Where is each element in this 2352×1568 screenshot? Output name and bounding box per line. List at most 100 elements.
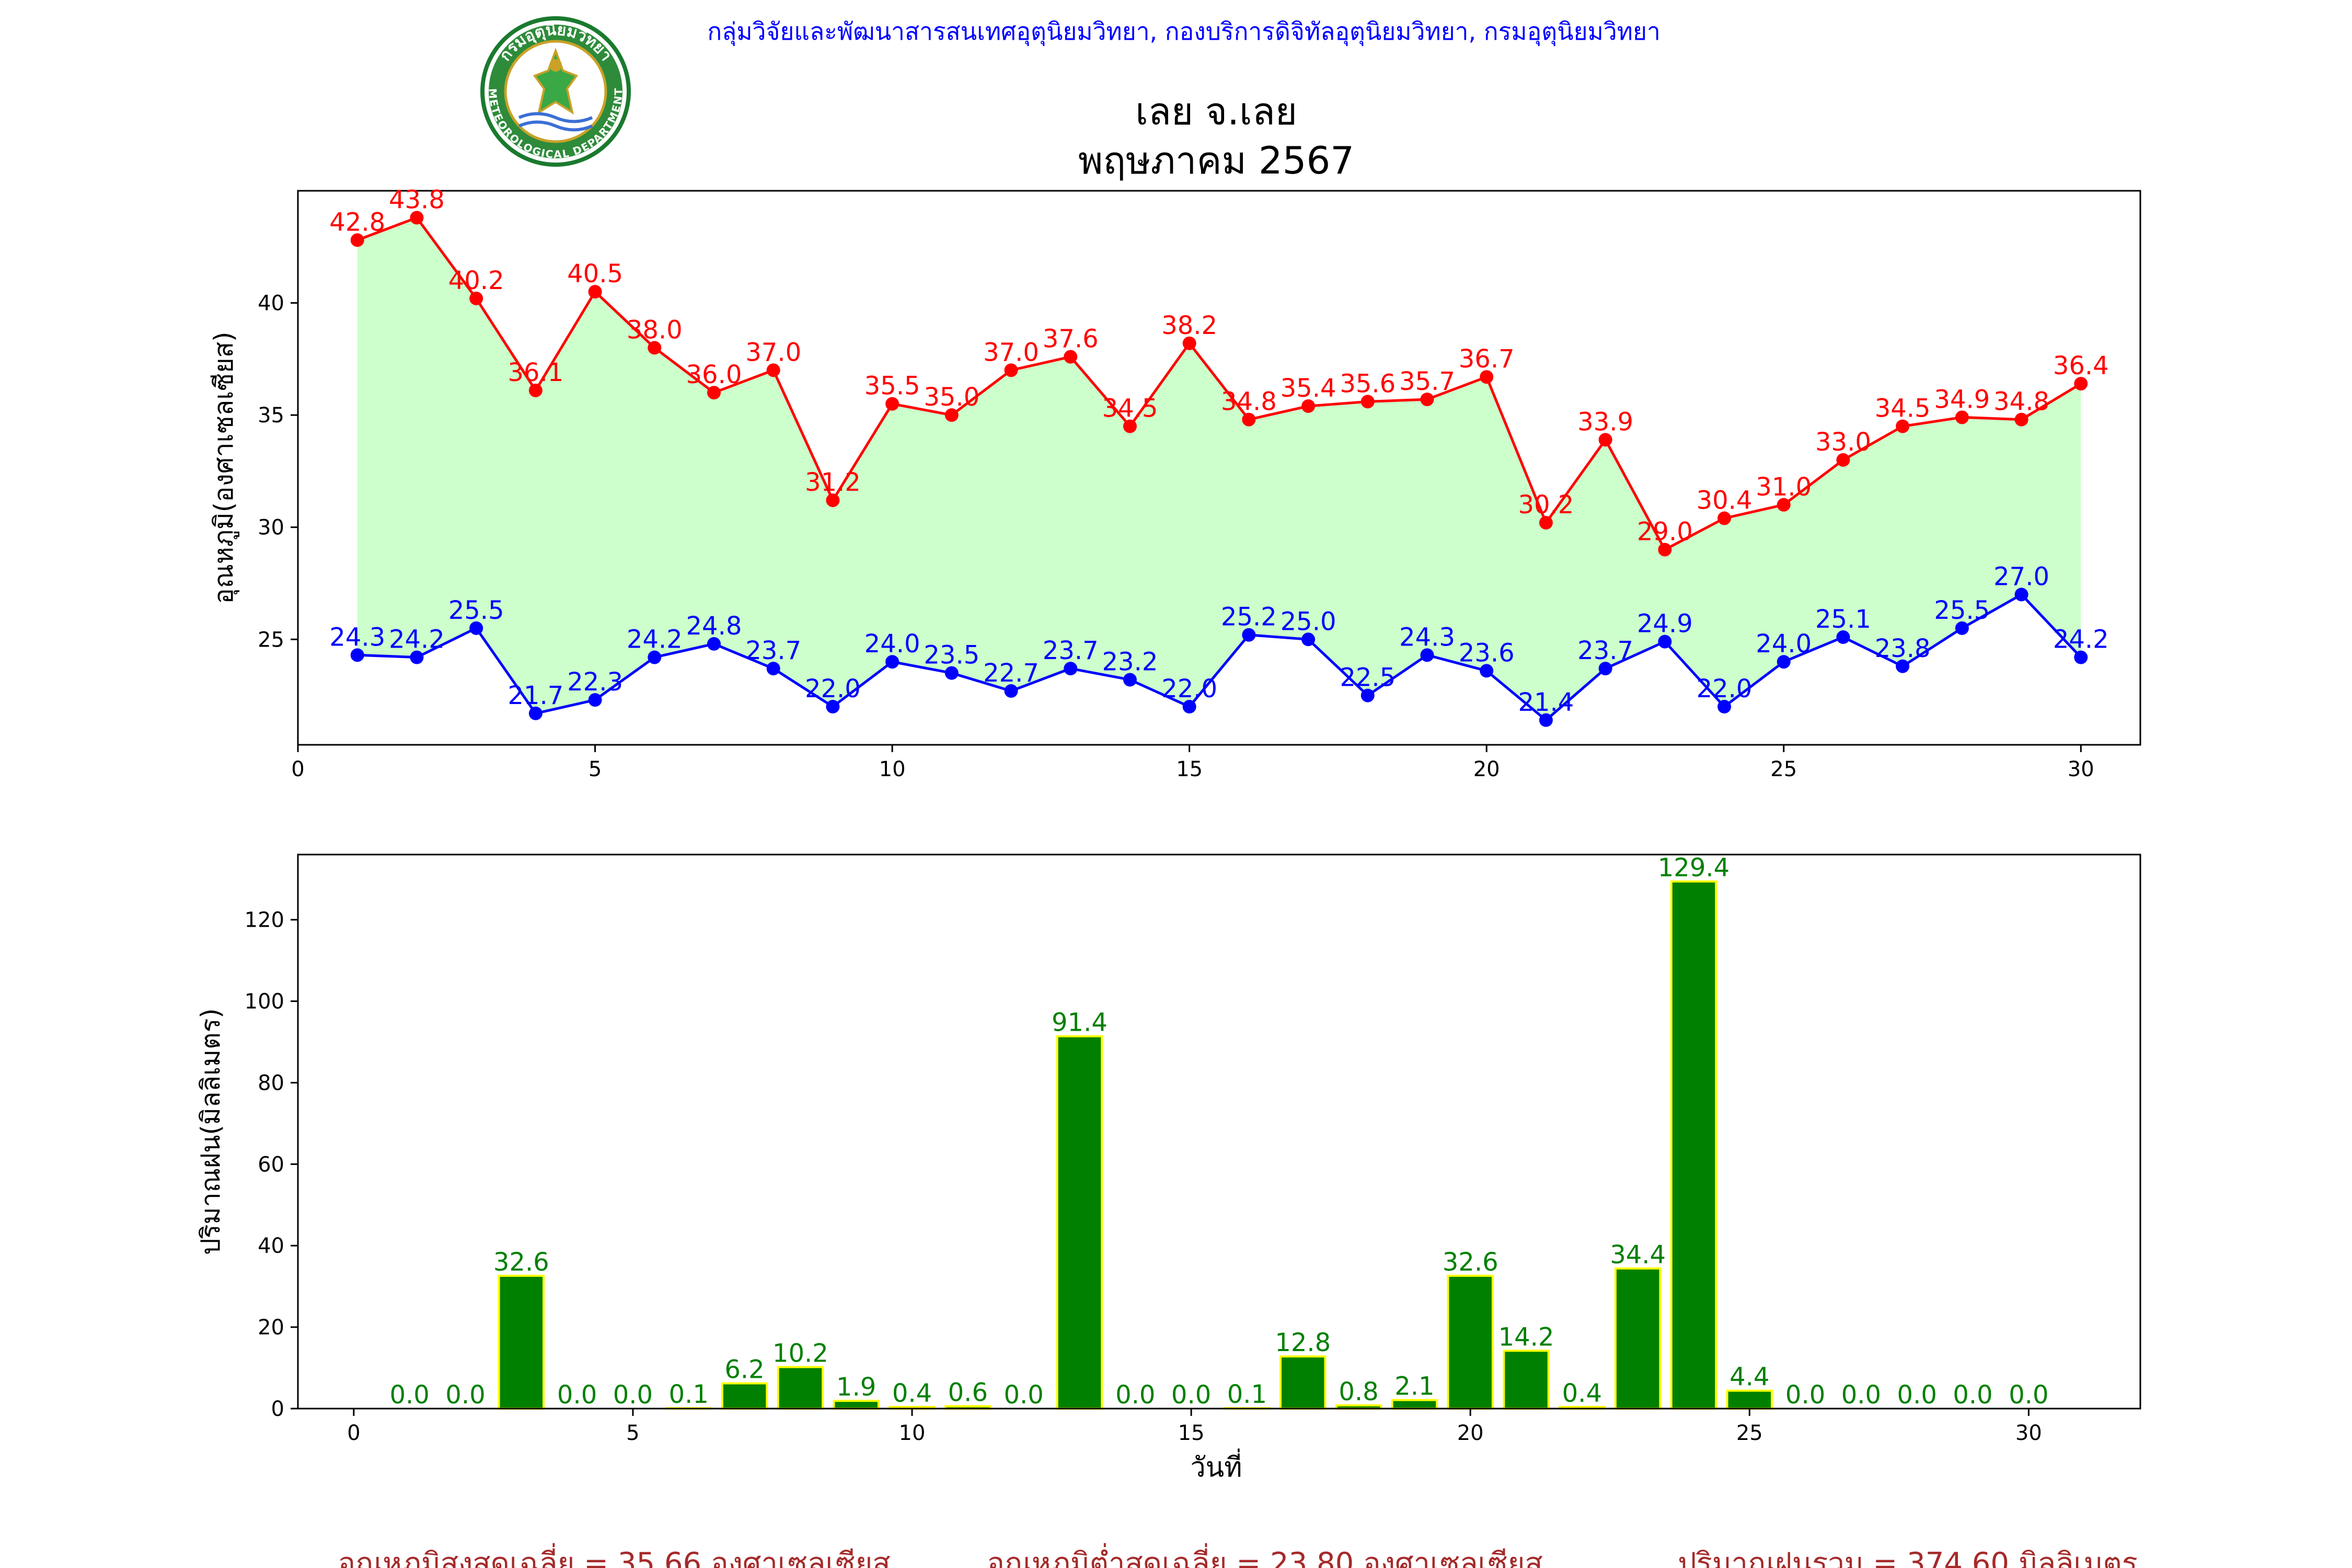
min-temperature-label: 21.4 [1518, 688, 1574, 717]
max-temperature-label: 35.0 [924, 383, 979, 412]
rainfall-y-tick-label: 80 [258, 1071, 284, 1095]
temperature-y-tick-label: 40 [258, 292, 284, 316]
min-temperature-point [766, 662, 780, 676]
rainfall-x-tick-label: 10 [899, 1421, 926, 1445]
max-temperature-point [1598, 433, 1612, 447]
max-temperature-point [707, 386, 721, 400]
temperature-chart: 0 5 10 15 20 25 30 25 30 35 40 42.8 24.3 43.8 24.2 40.… [209, 185, 2141, 781]
max-temperature-point [1717, 511, 1732, 525]
max-temperature-point [1777, 498, 1791, 512]
min-temperature-point [1598, 662, 1612, 676]
max-temperature-label: 42.8 [329, 207, 385, 237]
rainfall-y-tick-label: 60 [258, 1152, 284, 1177]
rainfall-data-labels: 0.0 0.0 32.6 0.0 0.0 0.1 6.2 10.2 1.9 0.4 0.6 0.0 91… [389, 853, 2048, 1410]
rainfall-bar [1279, 1355, 1327, 1410]
min-temperature-label: 23.5 [924, 641, 979, 670]
rainfall-bar-label: 32.6 [493, 1248, 549, 1277]
min-temperature-line [357, 593, 2082, 722]
temperature-x-tick-label: 10 [879, 757, 906, 781]
max-temperature-point [1658, 543, 1672, 557]
rainfall-bar-label: 0.0 [1785, 1380, 1825, 1410]
rainfall-bar-label: 0.1 [1227, 1380, 1267, 1409]
rainfall-y-tick-label: 40 [258, 1234, 284, 1258]
min-temperature-point [528, 706, 543, 720]
rainfall-y-tick-label: 100 [245, 990, 284, 1014]
min-temperature-point [2014, 587, 2028, 602]
min-temperature-point [350, 648, 364, 662]
rainfall-bar-label: 0.4 [892, 1379, 932, 1408]
summary-total-rain: ปริมาณฝนรวม = 374.60 มิลลิเมตร [1678, 1547, 2138, 1568]
max-temperature-label: 34.5 [1102, 394, 1158, 423]
min-temperature-point [1182, 700, 1196, 714]
max-temperature-point [1004, 363, 1018, 377]
temperature-axes: 0 5 10 15 20 25 30 25 30 35 40 [258, 190, 2141, 781]
min-temperature-point [1004, 684, 1018, 698]
max-temperature-point [528, 383, 543, 397]
rainfall-bar [721, 1382, 768, 1410]
rainfall-bar-label: 0.1 [669, 1380, 709, 1409]
rainfall-x-tick-label: 30 [2015, 1421, 2042, 1445]
max-temperature-label: 34.9 [1934, 385, 1990, 414]
min-temperature-label: 25.5 [448, 596, 504, 625]
min-temperature-point [1836, 630, 1850, 644]
chart-title: เลย จ.เลย [1135, 89, 1297, 133]
min-temperature-label: 24.2 [389, 625, 445, 654]
max-temperature-point [469, 291, 483, 305]
max-temperature-label: 36.7 [1459, 344, 1515, 374]
rainfall-bar [777, 1366, 824, 1410]
max-temperature-point [648, 341, 662, 355]
min-temperature-point [2074, 650, 2088, 664]
max-temperature-point [350, 233, 364, 247]
temperature-x-tick-label: 30 [2068, 757, 2094, 781]
min-temperature-label: 24.9 [1637, 609, 1693, 639]
min-temperature-label: 23.2 [1102, 648, 1158, 677]
min-temperature-label: 24.0 [864, 629, 920, 659]
rainfall-bar [1391, 1399, 1438, 1410]
max-temperature-point [885, 397, 900, 411]
max-temperature-point [588, 285, 602, 299]
rainfall-x-tick-label: 20 [1457, 1421, 1484, 1445]
max-temperature-point [944, 408, 959, 422]
rainfall-bar [1670, 880, 1717, 1410]
rainfall-bar [498, 1274, 545, 1410]
min-temperature-point [1955, 621, 1969, 635]
min-temperature-point [1896, 659, 1910, 673]
max-temperature-label: 38.2 [1161, 311, 1217, 340]
temperature-y-tick-label: 30 [258, 516, 284, 540]
min-temperature-label: 24.2 [2053, 625, 2109, 654]
min-temperature-label: 22.7 [983, 659, 1039, 688]
max-temperature-point [1123, 419, 1137, 433]
min-temperature-point [1539, 713, 1553, 727]
min-temperature-point [1301, 632, 1316, 647]
min-temperature-label: 24.0 [1756, 629, 1812, 659]
max-temperature-label: 35.5 [864, 372, 920, 401]
max-temperature-point [826, 493, 840, 508]
rainfall-bar-label: 6.2 [724, 1355, 764, 1385]
summary-avg-min: อุณหภูมิต่ำสุดเฉลี่ย = 23.80 องศาเซลเซีย… [987, 1543, 1542, 1568]
max-temperature-label: 30.2 [1518, 490, 1574, 520]
organization-header: กลุ่มวิจัยและพัฒนาสารสนเทศอุตุนิยมวิทยา,… [707, 17, 1661, 47]
min-temperature-label: 25.1 [1815, 605, 1871, 634]
min-temperature-label: 23.7 [1043, 636, 1099, 665]
min-temperature-point [944, 666, 959, 680]
rainfall-bar-label: 0.0 [1004, 1380, 1043, 1410]
rainfall-bar-label: 0.0 [1953, 1380, 1992, 1410]
temperature-x-tick-label: 20 [1473, 757, 1500, 781]
min-temperature-label: 22.0 [1697, 674, 1753, 704]
rainfall-bar [833, 1400, 880, 1410]
rainfall-y-axis-label: ปริมาณฝน(มิลลิเมตร) [195, 1008, 226, 1255]
max-temperature-point [1539, 516, 1553, 530]
max-temperature-point [410, 211, 424, 225]
rainfall-bar-label: 2.1 [1394, 1372, 1434, 1401]
rainfall-bars [498, 880, 1773, 1410]
min-temperature-label: 24.3 [1399, 622, 1455, 652]
max-temperature-point [2074, 377, 2088, 391]
min-temperature-series [350, 587, 2088, 727]
rainfall-bar-label: 0.0 [389, 1380, 429, 1410]
rainfall-axes: 0 5 10 15 20 25 30 0 20 40 60 80 100 120 [245, 854, 2141, 1445]
rainfall-bar [1503, 1350, 1550, 1410]
temperature-range-fill [357, 217, 2081, 720]
max-temperature-label: 40.2 [448, 266, 504, 295]
min-temperature-point [1717, 700, 1732, 714]
